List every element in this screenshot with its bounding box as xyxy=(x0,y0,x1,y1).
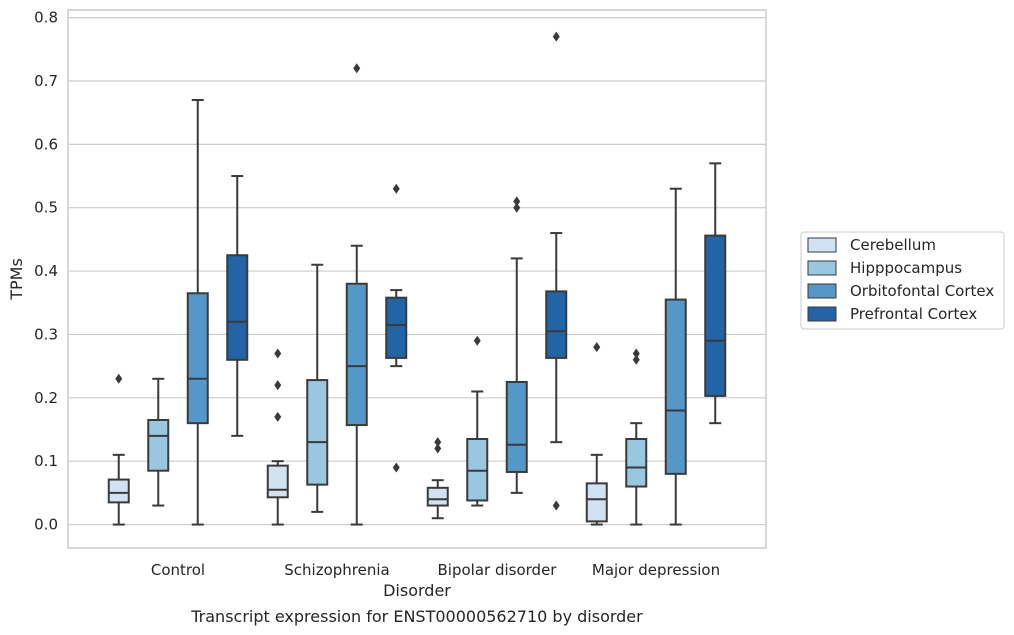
box-major-depression xyxy=(585,342,608,526)
series-cerebellum xyxy=(107,342,608,526)
box-control xyxy=(186,98,209,526)
outlier-point xyxy=(353,63,361,74)
outlier-point xyxy=(434,443,442,454)
box-major-depression xyxy=(664,187,687,526)
outlier-point xyxy=(513,202,521,213)
x-axis-title: Disorder xyxy=(383,581,451,600)
box-iqr xyxy=(306,379,329,486)
grid-lines xyxy=(68,17,766,526)
box-iqr xyxy=(226,254,249,361)
box-control xyxy=(107,373,130,526)
x-axis-ticks: Control Schizophrenia Bipolar disorder Majo… xyxy=(151,561,720,579)
box-control xyxy=(226,175,249,437)
legend-swatch xyxy=(807,260,837,276)
box-iqr xyxy=(585,482,608,523)
box-iqr xyxy=(505,380,528,473)
y-tick-label: 0.1 xyxy=(34,452,58,470)
box-iqr xyxy=(664,298,687,475)
box-iqr xyxy=(107,478,130,504)
y-tick-label: 0.7 xyxy=(34,72,58,90)
box-iqr xyxy=(266,464,289,499)
outlier-point xyxy=(593,342,601,353)
outlier-point xyxy=(552,500,560,511)
legend-frame xyxy=(800,231,1005,330)
outlier-point xyxy=(274,348,282,359)
outlier-point xyxy=(632,354,640,365)
legend: Cerebellum Hipppocampus Orbitofontal Corte… xyxy=(800,231,1005,330)
legend-item: Orbitofontal Cortex xyxy=(807,282,994,300)
y-tick-label: 0.2 xyxy=(34,389,58,407)
legend-items: Cerebellum Hipppocampus Orbitofontal Corte… xyxy=(807,236,994,323)
box-iqr xyxy=(147,418,170,472)
box-iqr xyxy=(385,296,408,359)
box-bipolar-disorder xyxy=(426,437,449,520)
box-schizophrenia xyxy=(385,183,408,473)
outlier-point xyxy=(513,196,521,207)
y-tick-label: 0.4 xyxy=(34,262,58,280)
legend-label: Hipppocampus xyxy=(850,259,962,277)
outlier-point xyxy=(115,373,123,384)
box-iqr xyxy=(186,292,209,425)
figure-caption: Transcript expression for ENST0000056271… xyxy=(190,607,643,626)
plot-frame xyxy=(67,9,767,549)
outlier-point xyxy=(392,183,400,194)
box-iqr xyxy=(345,282,368,427)
box-major-depression xyxy=(704,162,727,425)
box-schizophrenia xyxy=(345,63,368,526)
legend-swatch xyxy=(807,306,837,322)
outlier-point xyxy=(274,411,282,422)
y-tick-label: 0.3 xyxy=(34,325,58,343)
box-plot-series xyxy=(107,31,727,526)
box-schizophrenia xyxy=(266,348,289,526)
plot-area xyxy=(68,10,766,548)
y-tick-label: 0.0 xyxy=(34,516,58,534)
box-major-depression xyxy=(625,348,648,526)
legend-label: Orbitofontal Cortex xyxy=(850,282,994,300)
legend-item: Cerebellum xyxy=(807,236,936,254)
outlier-point xyxy=(434,437,442,448)
legend-item: Prefrontal Cortex xyxy=(807,305,977,323)
box-bipolar-disorder xyxy=(466,335,489,507)
y-tick-label: 0.8 xyxy=(34,9,58,27)
legend-item: Hipppocampus xyxy=(807,259,962,277)
box-schizophrenia xyxy=(306,263,329,513)
legend-label: Cerebellum xyxy=(850,236,936,254)
box-iqr xyxy=(704,234,727,397)
y-axis-title: TPMs xyxy=(7,258,26,301)
x-tick-label: Control xyxy=(151,561,205,579)
series-prefrontal-cortex xyxy=(226,31,727,511)
box-iqr xyxy=(426,486,449,507)
y-axis-ticks: 0.0 0.1 0.2 0.3 0.4 0.5 0.6 0.7 0.8 xyxy=(34,9,58,534)
box-control xyxy=(147,377,170,507)
box-bipolar-disorder xyxy=(505,196,528,494)
legend-label: Prefrontal Cortex xyxy=(850,305,977,323)
legend-swatch xyxy=(807,237,837,253)
box-bipolar-disorder xyxy=(545,31,568,511)
x-tick-label: Schizophrenia xyxy=(284,561,389,579)
legend-swatch xyxy=(807,283,837,299)
outlier-point xyxy=(632,348,640,359)
y-tick-label: 0.5 xyxy=(34,199,58,217)
series-hipppocampus xyxy=(147,263,648,526)
outlier-point xyxy=(392,462,400,473)
box-iqr xyxy=(625,438,648,488)
outlier-point xyxy=(473,335,481,346)
series-orbitofontal-cortex xyxy=(186,63,687,526)
box-iqr xyxy=(545,290,568,359)
outlier-point xyxy=(552,31,560,42)
y-tick-label: 0.6 xyxy=(34,135,58,153)
x-tick-label: Major depression xyxy=(592,561,720,579)
outlier-point xyxy=(274,380,282,391)
x-tick-label: Bipolar disorder xyxy=(438,561,558,579)
